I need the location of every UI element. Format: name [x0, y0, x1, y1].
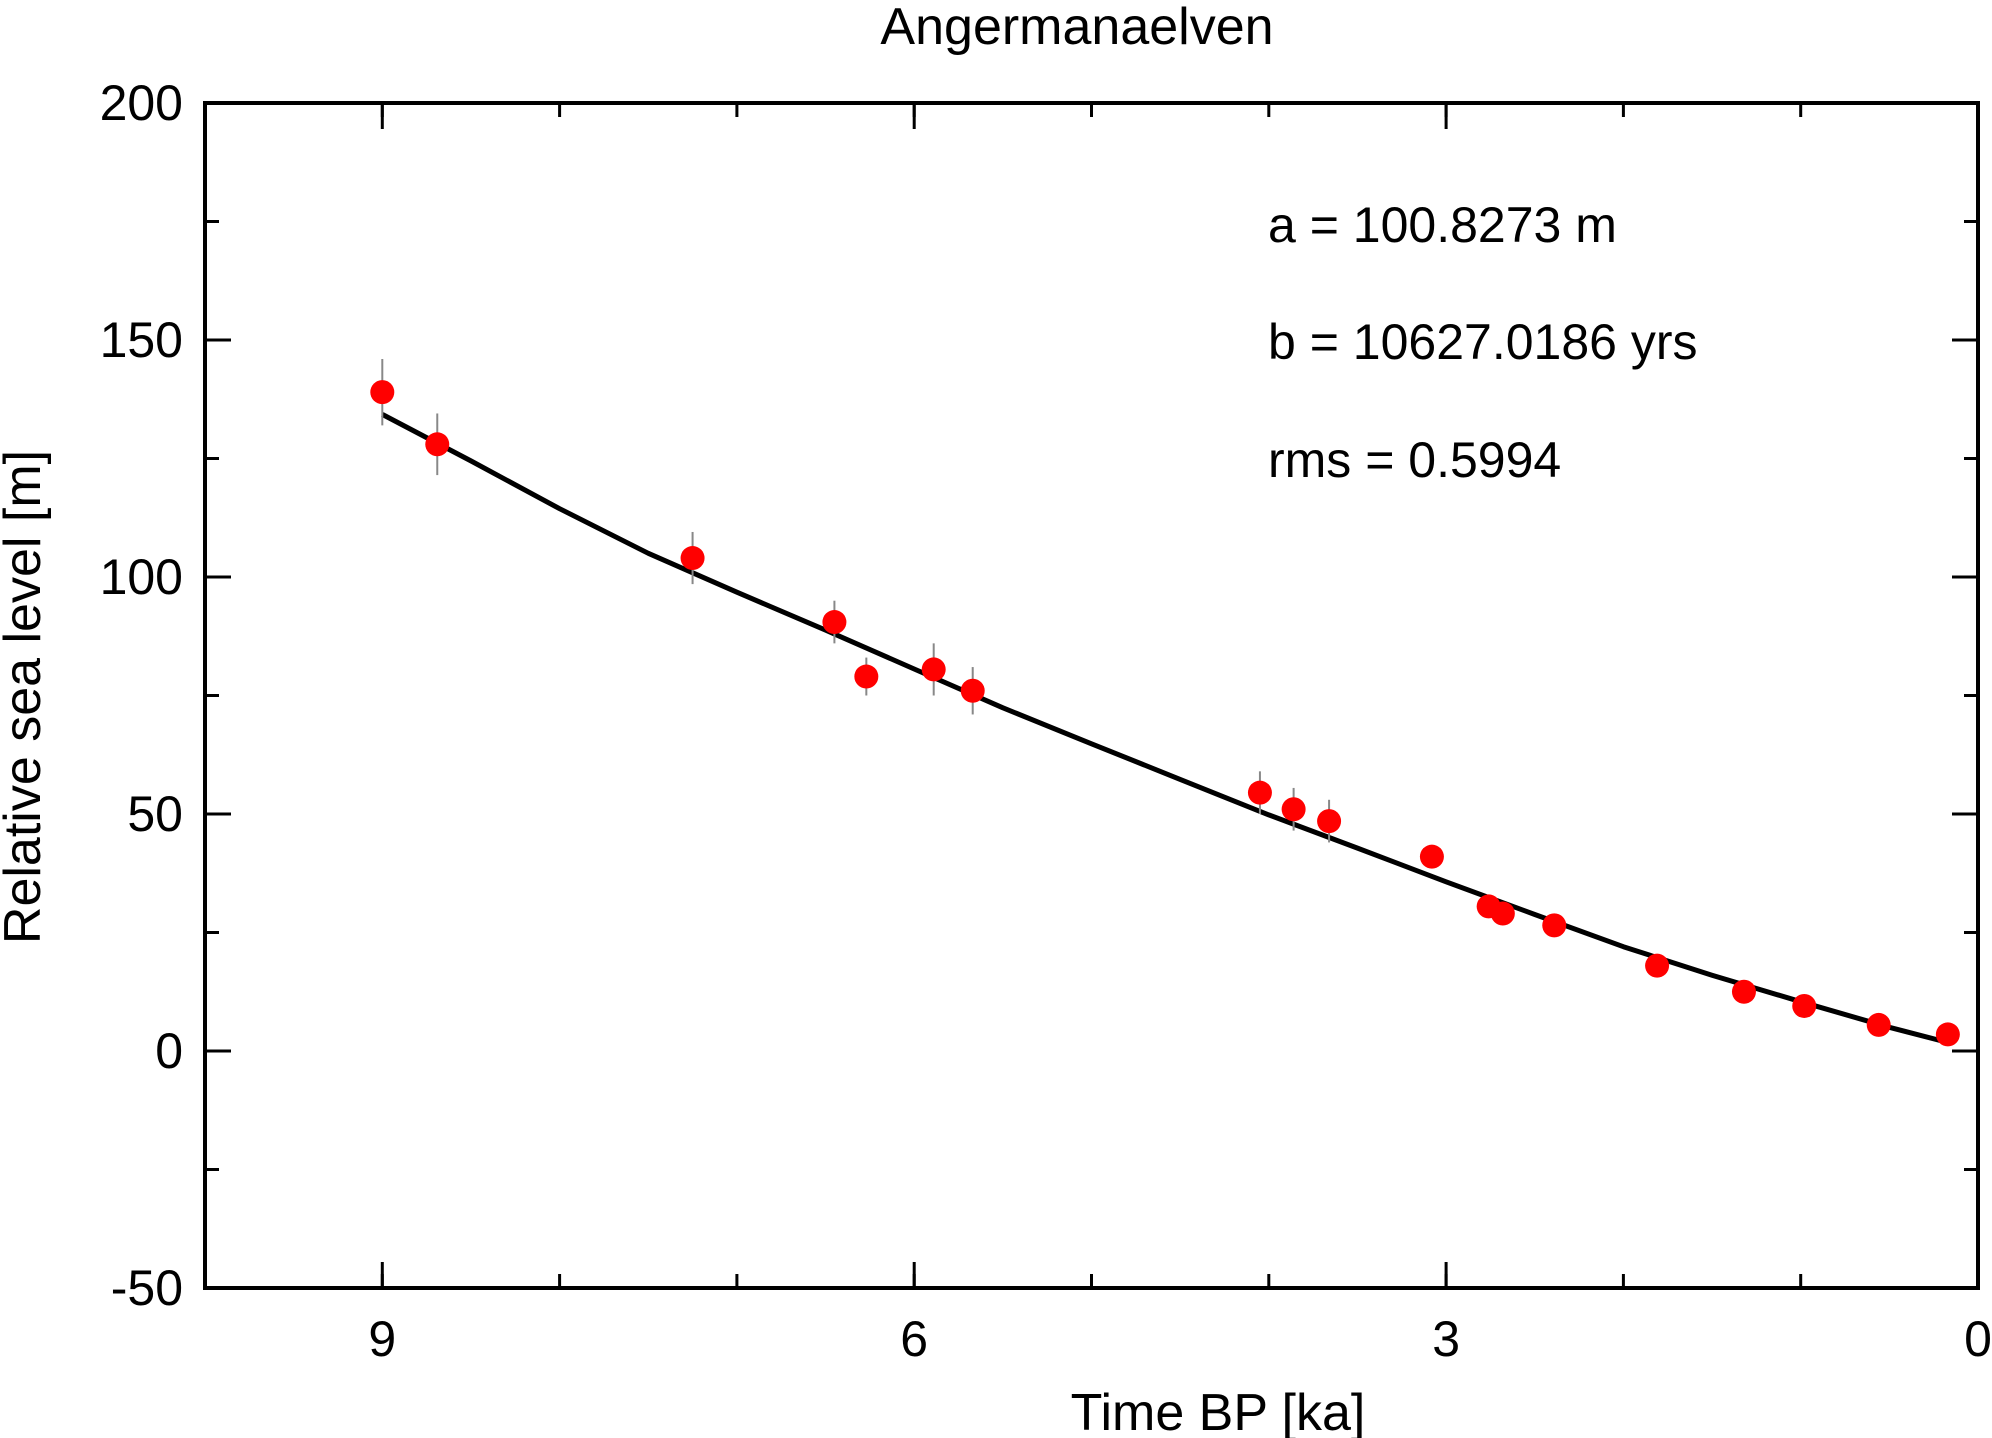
y-tick-label: 50 — [127, 786, 183, 842]
data-point — [1419, 844, 1444, 869]
data-point — [1281, 797, 1306, 822]
data-point — [1490, 901, 1515, 926]
data-point — [370, 380, 395, 405]
data-point — [1935, 1022, 1960, 1047]
data-point — [960, 678, 985, 703]
x-tick-label: 0 — [1964, 1311, 1992, 1367]
data-point — [1247, 780, 1272, 805]
fit-curve — [381, 412, 1949, 1045]
x-tick-label: 6 — [900, 1311, 928, 1367]
plot-frame — [203, 101, 1980, 1290]
x-axis-title: Time BP [ka] — [1071, 1384, 1366, 1438]
annotation-b: b = 10627.0186 yrs — [1268, 314, 1698, 370]
y-axis-ticks: -50 0 50 100 150 200 — [100, 75, 1978, 1316]
y-tick-label: 150 — [100, 312, 183, 368]
y-tick-label: 0 — [155, 1023, 183, 1079]
chart-title: Angermanaelven — [880, 0, 1273, 56]
x-tick-label: 9 — [368, 1311, 396, 1367]
data-point — [921, 657, 946, 682]
y-tick-label: 200 — [100, 75, 183, 131]
data-point — [1731, 979, 1756, 1004]
data-point — [1645, 953, 1670, 978]
x-axis-ticks: 9 6 3 0 — [203, 103, 1992, 1367]
x-tick-label: 3 — [1432, 1311, 1460, 1367]
data-point — [854, 664, 879, 689]
data-point — [1317, 809, 1342, 834]
fit-curve-layer — [381, 412, 1949, 1045]
data-point — [680, 546, 705, 571]
y-tick-label: -50 — [111, 1260, 183, 1316]
data-point — [1542, 913, 1567, 938]
data-point — [822, 610, 847, 635]
annotation-rms: rms = 0.5994 — [1268, 432, 1561, 488]
data-point — [1792, 993, 1817, 1018]
data-points-layer — [370, 358, 1960, 1047]
data-point — [425, 432, 450, 457]
y-axis-title: Relative sea level [m] — [0, 450, 52, 944]
y-tick-label: 100 — [100, 549, 183, 605]
data-point — [1866, 1012, 1891, 1037]
annotation-a: a = 100.8273 m — [1268, 197, 1617, 253]
